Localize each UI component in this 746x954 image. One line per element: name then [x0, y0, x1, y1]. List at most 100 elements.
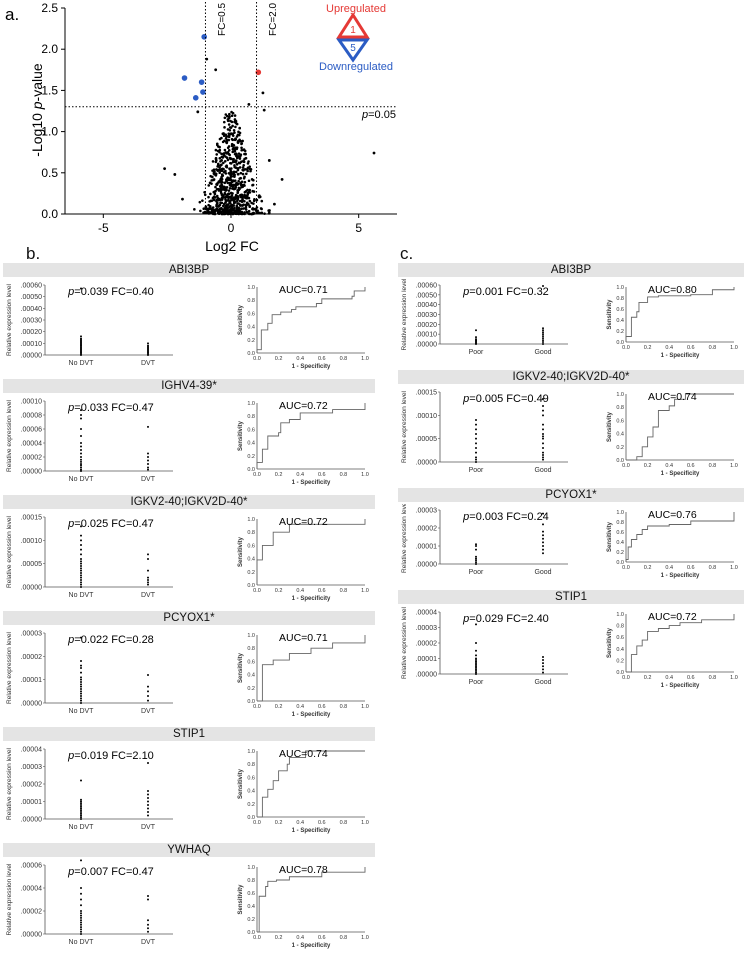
volcano-point — [260, 199, 264, 203]
c-panel-plots: .00000 .00005 .00010 .00015 Relative express… — [401, 390, 738, 478]
volcano-point — [228, 186, 232, 190]
expression-point — [147, 898, 149, 901]
expression-point — [542, 341, 544, 344]
expression-point — [147, 425, 149, 428]
volcano-point — [237, 202, 240, 205]
volcano-point — [229, 191, 233, 195]
volcano-point — [224, 172, 228, 175]
auc-label: AUC=0.80 — [648, 284, 697, 296]
volcano-point — [248, 188, 252, 192]
expression-point — [80, 428, 82, 430]
volcano-significant-point — [201, 34, 207, 40]
expression-point — [147, 579, 149, 581]
group-label: No DVT — [69, 592, 95, 599]
volcano-point — [252, 202, 255, 205]
volcano-point — [211, 206, 215, 209]
volcano-axes: 0.0 0.5 1.0 1.5 2.0 2.5 -5 0 5 — [41, 1, 397, 235]
expression-point — [80, 683, 82, 686]
expression-y-tick-label: .00000 — [416, 460, 438, 467]
volcano-point — [241, 212, 244, 216]
expression-point — [542, 428, 544, 431]
roc-y-tick-label: 0.6 — [616, 530, 624, 536]
roc-y-tick-label: 1.0 — [247, 633, 255, 639]
volcano-point — [242, 164, 245, 167]
roc-y-tick-label: 1.0 — [616, 285, 624, 291]
volcano-point — [233, 212, 237, 216]
expression-point — [147, 690, 149, 693]
expression-point — [475, 456, 477, 459]
volcano-point — [224, 199, 228, 202]
expression-point — [80, 812, 82, 815]
expression-point — [147, 553, 149, 556]
roc-x-axis-label: 1 - Specificity — [661, 683, 700, 689]
volcano-point — [238, 155, 242, 158]
gene-title: STIP1 — [3, 727, 375, 741]
volcano-point — [248, 199, 252, 203]
b-panel-4: PCYOX1* .00000 .00001 .00002 .00003 Relative … — [3, 611, 375, 723]
volcano-point — [241, 139, 244, 143]
roc-x-tick-label: 0.8 — [340, 356, 348, 362]
expression-point — [475, 428, 477, 431]
expression-point — [80, 660, 82, 662]
expression-y-tick-label: .00000 — [21, 701, 43, 708]
expression-point — [475, 668, 477, 671]
volcano-y-tick-label: 1.5 — [41, 83, 58, 97]
volcano-point — [235, 183, 239, 187]
expression-point — [80, 859, 82, 862]
volcano-point — [224, 169, 227, 173]
expression-point — [80, 898, 82, 901]
roc-y-tick-label: 0.0 — [616, 458, 624, 464]
volcano-point — [227, 135, 231, 139]
volcano-point — [228, 209, 231, 213]
expression-y-axis-label: Relative expression level — [401, 279, 408, 350]
volcano-point — [230, 144, 234, 148]
volcano-point — [226, 199, 230, 202]
volcano-point — [251, 207, 255, 210]
roc-x-tick-label: 0.4 — [665, 345, 673, 351]
expression-point — [475, 666, 477, 669]
roc-y-tick-label: 0.2 — [247, 686, 255, 692]
expression-y-tick-label: .00004 — [21, 886, 43, 893]
expression-point — [80, 572, 82, 574]
volcano-point — [211, 160, 215, 163]
volcano-point — [218, 137, 222, 141]
expression-point — [542, 329, 544, 332]
expression-point — [80, 337, 82, 340]
b-panel-1: ABI3BP .00000.00010.00020.00030.00040.000… — [3, 263, 375, 375]
volcano-point — [228, 156, 232, 160]
volcano-point — [226, 203, 230, 206]
gene-title: PCYOX1* — [3, 611, 375, 625]
expression-point — [475, 563, 477, 565]
auc-label: AUC=0.72 — [648, 611, 697, 623]
expression-y-tick-label: .00003 — [21, 764, 43, 771]
expression-point — [475, 669, 477, 672]
upregulated-label: Upregulated — [326, 3, 386, 15]
b-panel-5: STIP1 .00000 .00001 .00002 .00003 .00004 Relat… — [3, 727, 375, 839]
volcano-point — [211, 209, 215, 213]
expression-point — [542, 545, 544, 547]
roc-x-tick-label: 0.4 — [665, 463, 673, 469]
volcano-point — [234, 166, 238, 170]
b-panel-6: YWHAQ .00000 .00002 .00004 .00006 Relative ex… — [3, 843, 375, 954]
volcano-point — [198, 200, 202, 204]
expression-y-tick-label: .00020 — [416, 322, 438, 329]
p-threshold-label: p=0.05 — [361, 109, 396, 121]
roc-x-tick-label: 1.0 — [361, 472, 369, 478]
expression-y-axis-label: Relative expression level — [401, 504, 408, 573]
expression-y-tick-label: .00008 — [21, 413, 43, 420]
expression-y-tick-label: .00001 — [21, 799, 43, 806]
expression-y-tick-label: .00001 — [416, 544, 438, 551]
expression-point — [147, 344, 149, 347]
auc-label: AUC=0.76 — [648, 509, 697, 521]
roc-x-tick-label: 0.6 — [318, 588, 326, 594]
roc-x-tick-label: 1.0 — [730, 565, 738, 571]
c-panel-plots: .00000 .00001 .00002 .00003 .00004 Relative e… — [401, 607, 738, 689]
volcano-point — [229, 178, 233, 182]
c-panel-2: IGKV2-40;IGKV2D-40* .00000.00005.00010.00… — [398, 370, 744, 482]
expression-y-axis-label: Relative expression level — [401, 607, 408, 679]
volcano-point — [247, 103, 251, 106]
expression-point — [80, 800, 82, 803]
expression-point — [475, 423, 477, 426]
volcano-point — [237, 179, 240, 183]
roc-x-tick-label: 0.2 — [644, 675, 652, 681]
